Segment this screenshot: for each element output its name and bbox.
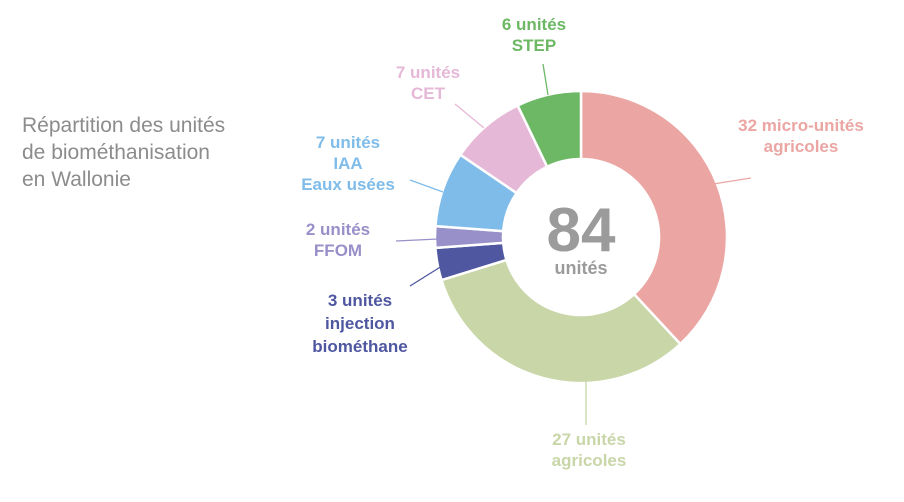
- leader-line-7: [542, 63, 549, 96]
- slice-label-7: 6 unités STEP: [502, 15, 566, 55]
- slice-label-2-line-1: 27 unités: [552, 430, 626, 449]
- slice-label-5-line-3: Eaux usées: [301, 175, 395, 194]
- leader-line-4: [395, 238, 439, 242]
- donut-slice-7: [515, 89, 583, 169]
- donut-slice-1: [579, 89, 729, 346]
- slice-label-1: 32 micro-unités agricoles: [738, 116, 864, 156]
- leader-line-3: [409, 265, 443, 287]
- chart-title-line-1: Répartition des unités: [22, 114, 226, 137]
- slice-label-5-line-2: IAA: [333, 154, 362, 173]
- slice-label-6-line-1: 7 unités: [396, 63, 460, 82]
- leader-line-6: [454, 103, 485, 129]
- center-total-value: 84: [547, 196, 616, 265]
- slice-label-3-line-3: biométhane: [312, 337, 407, 356]
- slice-label-7-line-2: STEP: [512, 36, 556, 55]
- leader-line-5: [409, 179, 444, 193]
- slice-label-1-line-2: agricoles: [764, 137, 839, 156]
- slice-label-2-line-2: agricoles: [552, 451, 627, 470]
- slice-label-1-line-1: 32 micro-unités: [738, 116, 864, 135]
- slice-label-4: 2 unités FFOM: [306, 220, 370, 260]
- slice-label-3-line-2: injection: [325, 314, 395, 333]
- donut-slice-2: [439, 258, 683, 385]
- slice-label-6: 7 unités CET: [396, 63, 460, 103]
- slice-label-3: 3 unités injection biométhane: [312, 291, 407, 356]
- slice-label-5: 7 unités IAA Eaux usées: [301, 133, 395, 194]
- chart-title-line-3: en Wallonie: [22, 168, 131, 191]
- leader-line-1: [687, 177, 752, 189]
- center-total-label: unités: [554, 258, 607, 278]
- slice-label-4-line-1: 2 unités: [306, 220, 370, 239]
- slice-label-2: 27 unités agricoles: [552, 430, 627, 470]
- slice-label-4-line-2: FFOM: [314, 241, 362, 260]
- chart-title: Répartition des unités de biométhanisati…: [22, 112, 272, 193]
- slice-label-5-line-1: 7 unités: [316, 133, 380, 152]
- slice-label-7-line-1: 6 unités: [502, 15, 566, 34]
- chart-title-line-2: de biométhanisation: [22, 141, 210, 164]
- slice-label-6-line-2: CET: [411, 84, 446, 103]
- slice-label-3-line-1: 3 unités: [328, 291, 392, 310]
